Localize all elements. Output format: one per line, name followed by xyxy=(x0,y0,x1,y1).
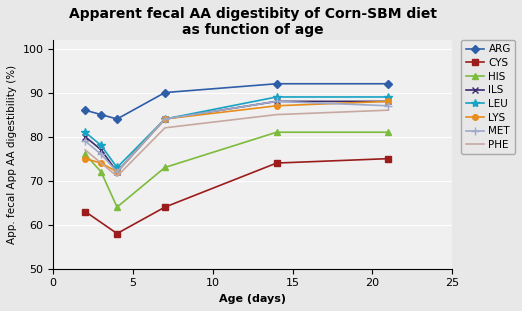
Line: ARG: ARG xyxy=(82,81,391,122)
CYS xyxy=(114,232,120,235)
PHE xyxy=(98,161,104,165)
ARG xyxy=(82,108,88,112)
MET xyxy=(162,117,168,121)
ARG xyxy=(162,91,168,95)
ARG xyxy=(98,113,104,116)
LEU xyxy=(98,144,104,147)
LEU xyxy=(274,95,280,99)
Line: LEU: LEU xyxy=(81,93,393,172)
ILS xyxy=(162,117,168,121)
PHE xyxy=(385,108,392,112)
ILS xyxy=(385,100,392,103)
PHE xyxy=(162,126,168,130)
Line: PHE: PHE xyxy=(85,110,388,176)
Line: LYS: LYS xyxy=(82,99,391,175)
HIS xyxy=(114,205,120,209)
LYS xyxy=(98,161,104,165)
MET xyxy=(114,170,120,174)
PHE xyxy=(274,113,280,116)
LEU xyxy=(162,117,168,121)
Line: MET: MET xyxy=(81,97,393,176)
MET xyxy=(98,152,104,156)
LYS xyxy=(162,117,168,121)
PHE xyxy=(82,148,88,152)
PHE xyxy=(114,174,120,178)
MET xyxy=(82,139,88,143)
Title: Apparent fecal AA digestibity of Corn-SBM diet
as function of age: Apparent fecal AA digestibity of Corn-SB… xyxy=(69,7,437,37)
MET xyxy=(274,100,280,103)
ILS xyxy=(274,100,280,103)
ILS xyxy=(82,135,88,138)
HIS xyxy=(385,130,392,134)
HIS xyxy=(98,170,104,174)
ARG xyxy=(274,82,280,86)
LEU xyxy=(385,95,392,99)
CYS xyxy=(274,161,280,165)
Line: HIS: HIS xyxy=(81,129,392,211)
LYS xyxy=(274,104,280,108)
CYS xyxy=(385,157,392,160)
ARG xyxy=(114,117,120,121)
LYS xyxy=(385,100,392,103)
ILS xyxy=(98,148,104,152)
ARG xyxy=(385,82,392,86)
LYS xyxy=(82,157,88,160)
MET xyxy=(385,104,392,108)
Y-axis label: App. fecal App AA digestibility (%): App. fecal App AA digestibility (%) xyxy=(7,65,17,244)
Line: CYS: CYS xyxy=(81,155,392,237)
HIS xyxy=(274,130,280,134)
ILS xyxy=(114,170,120,174)
Legend: ARG, CYS, HIS, ILS, LEU, LYS, MET, PHE: ARG, CYS, HIS, ILS, LEU, LYS, MET, PHE xyxy=(461,40,515,154)
CYS xyxy=(82,210,88,213)
HIS xyxy=(82,152,88,156)
LYS xyxy=(114,170,120,174)
LEU xyxy=(82,130,88,134)
HIS xyxy=(162,165,168,169)
CYS xyxy=(162,205,168,209)
X-axis label: Age (days): Age (days) xyxy=(219,294,286,304)
LEU xyxy=(114,165,120,169)
Line: ILS: ILS xyxy=(81,98,392,175)
